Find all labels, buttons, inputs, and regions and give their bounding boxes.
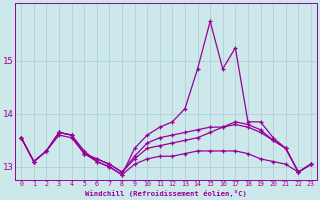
X-axis label: Windchill (Refroidissement éolien,°C): Windchill (Refroidissement éolien,°C)	[85, 190, 247, 197]
